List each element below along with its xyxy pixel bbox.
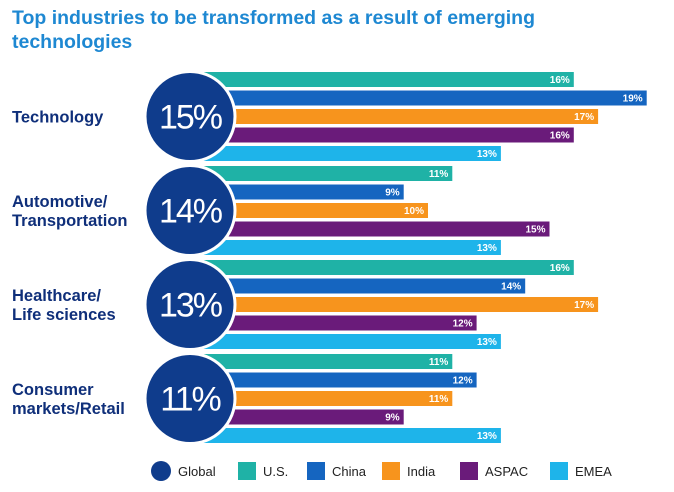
category-label: Technology — [12, 109, 104, 127]
bar — [185, 184, 404, 200]
category-label: Transportation — [12, 212, 128, 230]
global-value-label: 13% — [159, 287, 223, 325]
bar — [185, 166, 453, 181]
legend-label: EMEA — [575, 464, 612, 479]
bar-value-label: 11% — [429, 169, 449, 180]
legend: Global U.S. China India ASPAC EMEA — [151, 461, 612, 481]
bar — [185, 428, 501, 443]
bar — [185, 354, 453, 369]
bar — [185, 90, 647, 106]
legend-label: India — [407, 464, 436, 479]
category-group: 11% 9% 10% 15% 13% 14% Automotive/Transportati… — [12, 164, 550, 257]
legend-swatch — [382, 462, 400, 480]
bar — [185, 372, 477, 388]
bar-value-label: 13% — [477, 337, 497, 348]
bar-value-label: 11% — [429, 357, 449, 368]
global-value-label: 14% — [159, 193, 223, 231]
bar-value-label: 13% — [477, 431, 497, 442]
bar-value-label: 13% — [477, 149, 497, 160]
chart-title-line-2: technologies — [12, 31, 133, 53]
bar — [185, 72, 574, 87]
global-value-label: 11% — [160, 381, 221, 419]
legend-swatch-global — [151, 461, 171, 481]
bar — [185, 109, 599, 124]
category-label: markets/Retail — [12, 400, 125, 418]
category-label: Consumer — [12, 381, 94, 399]
category-group: 16% 19% 17% 16% 13% 15% Technology — [12, 70, 647, 163]
bar-value-label: 19% — [623, 94, 643, 105]
global-circle — [143, 258, 237, 351]
bar-value-label: 10% — [404, 206, 424, 217]
chart-title: Top industries to be transformed as a re… — [12, 6, 652, 54]
bar-value-label: 9% — [385, 188, 400, 199]
bar-value-label: 11% — [429, 394, 449, 405]
legend-label: U.S. — [263, 464, 288, 479]
bar-value-label: 16% — [550, 75, 570, 86]
bar — [185, 334, 501, 349]
legend-swatch — [460, 462, 478, 480]
bar — [185, 297, 599, 312]
bar — [185, 203, 428, 218]
global-circle — [143, 70, 237, 163]
category-label: Healthcare/ — [12, 287, 101, 305]
bar-value-label: 17% — [574, 112, 594, 123]
bar — [185, 221, 550, 237]
legend-swatch — [307, 462, 325, 480]
bar — [185, 146, 501, 161]
bar — [185, 240, 501, 255]
bar — [185, 278, 526, 294]
legend-label: ASPAC — [485, 464, 528, 479]
bar — [185, 127, 574, 143]
bar-value-label: 17% — [574, 300, 594, 311]
legend-swatch — [238, 462, 256, 480]
bar-value-label: 16% — [550, 263, 570, 274]
bar — [185, 260, 574, 275]
category-label: Automotive/ — [12, 193, 108, 211]
bar-value-label: 13% — [477, 243, 497, 254]
global-circle — [143, 164, 237, 257]
global-value-label: 15% — [159, 99, 223, 137]
legend-swatch — [550, 462, 568, 480]
legend-label: Global — [178, 464, 216, 479]
bar — [185, 391, 453, 406]
bar — [185, 315, 477, 331]
bar-value-label: 12% — [453, 319, 473, 330]
global-circle — [143, 352, 237, 445]
category-label: Life sciences — [12, 306, 116, 324]
bar — [185, 409, 404, 425]
bar-value-label: 12% — [453, 376, 473, 387]
category-group: 16% 14% 17% 12% 13% 13% Healthcare/Life scienc… — [12, 258, 599, 351]
bar-value-label: 15% — [525, 225, 545, 236]
bar-value-label: 14% — [501, 282, 521, 293]
chart-title-line-1: Top industries to be transformed as a re… — [12, 7, 535, 29]
bar-value-label: 16% — [550, 131, 570, 142]
bar-value-label: 9% — [385, 413, 400, 424]
legend-label: China — [332, 464, 367, 479]
